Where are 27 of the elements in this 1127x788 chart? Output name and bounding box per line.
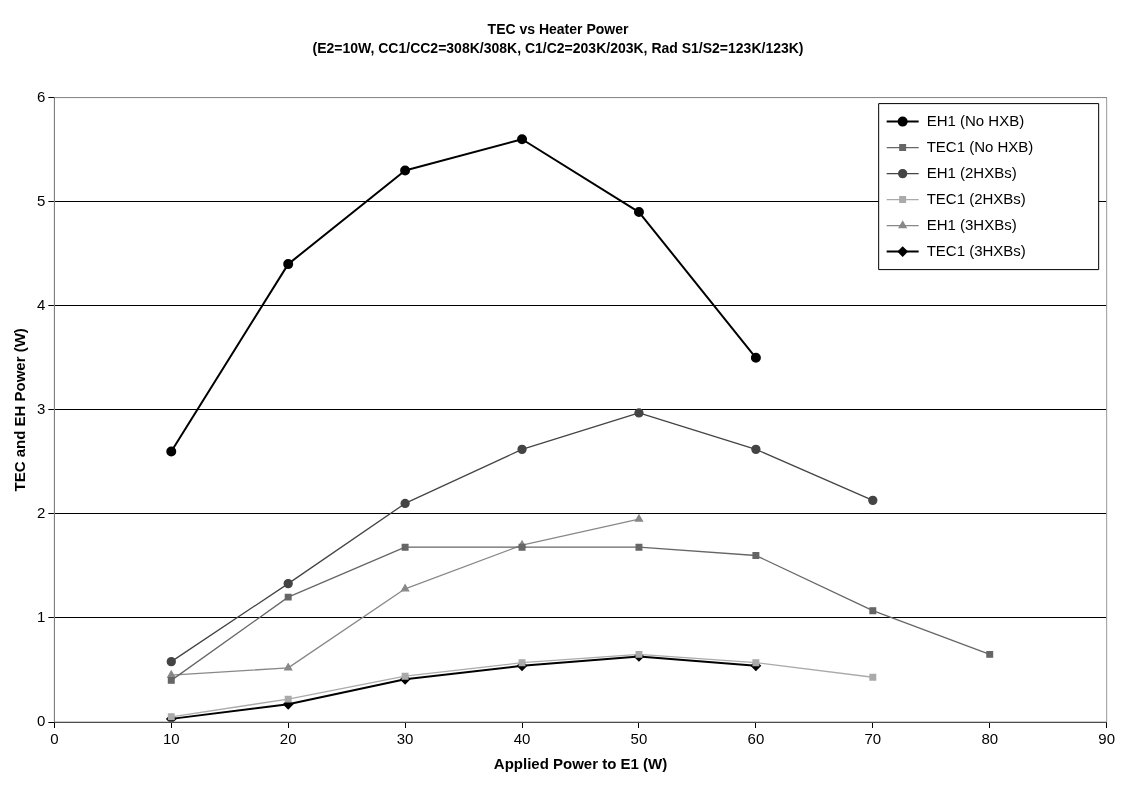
chart-title: TEC vs Heater Power — [487, 21, 629, 38]
chart-subtitle: (E2=10W, CC1/CC2=308K/308K, C1/C2=203K/203K, Rad S1/S2=123K/123K) — [312, 40, 804, 57]
x-tick-label: 90 — [1098, 730, 1115, 748]
x-tick-label: 10 — [162, 730, 180, 748]
x-axis-title: Applied Power to E1 (W) — [493, 755, 668, 773]
x-tick-label: 20 — [279, 730, 297, 748]
legend-label: EH1 (No HXB) — [926, 111, 1025, 129]
y-tick-label: 2 — [37, 504, 46, 522]
x-tick-label: 80 — [981, 730, 999, 748]
y-tick-label: 0 — [37, 712, 46, 730]
x-tick-label: 30 — [396, 730, 414, 748]
y-tick-label: 6 — [37, 87, 46, 105]
x-tick-label: 0 — [50, 730, 59, 748]
x-tick-label: 60 — [747, 730, 765, 748]
x-tick-label: 50 — [630, 730, 648, 748]
x-tick-label: 70 — [864, 730, 882, 748]
y-tick-label: 5 — [37, 191, 46, 209]
y-tick-label: 4 — [37, 295, 46, 313]
legend-label: TEC1 (3HXBs) — [926, 241, 1026, 259]
legend-label: EH1 (3HXBs) — [926, 215, 1017, 233]
y-tick-label: 1 — [37, 608, 46, 626]
legend-label: EH1 (2HXBs) — [926, 163, 1017, 181]
x-tick-label: 40 — [513, 730, 531, 748]
y-axis-title: TEC and EH Power (W) — [11, 328, 29, 492]
legend-label: TEC1 (2HXBs) — [926, 189, 1026, 207]
legend-label: TEC1 (No HXB) — [926, 137, 1034, 155]
y-tick-label: 3 — [37, 399, 46, 417]
